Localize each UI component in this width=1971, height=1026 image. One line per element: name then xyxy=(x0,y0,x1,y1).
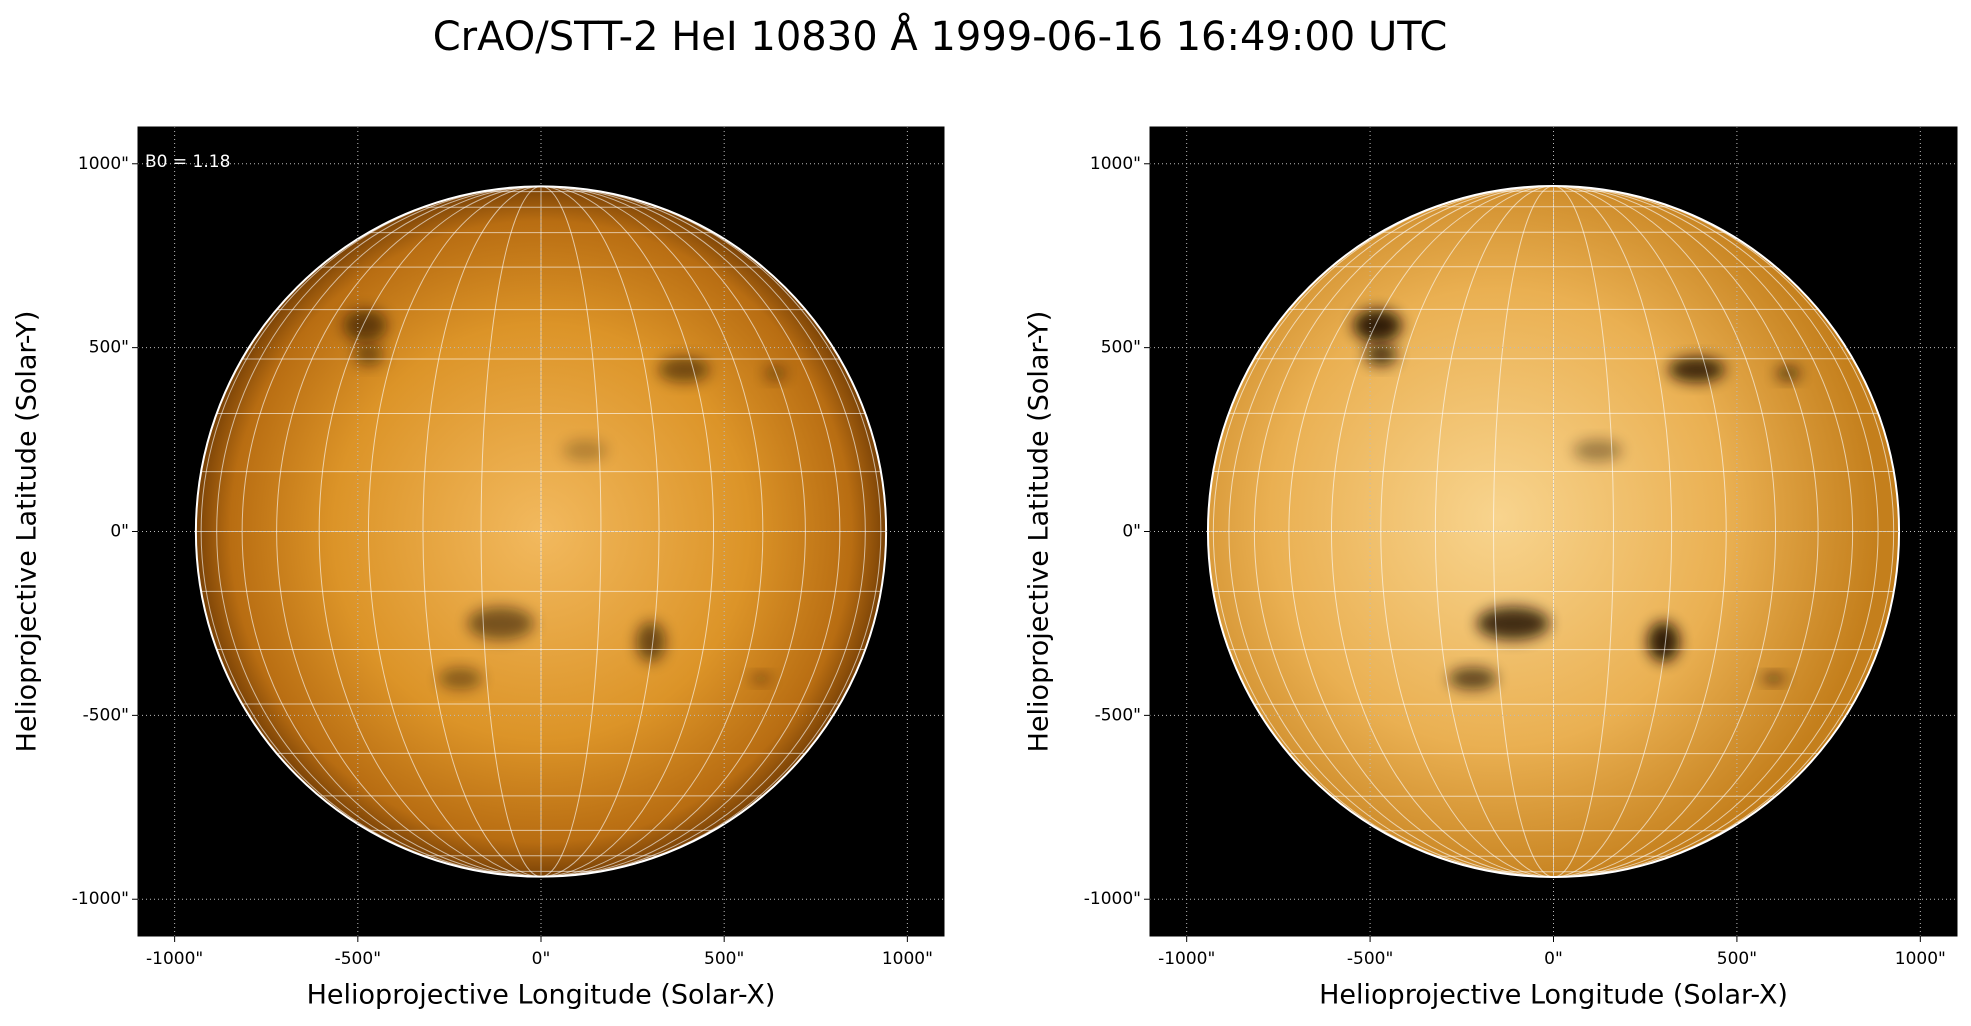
dark-feature xyxy=(438,667,483,690)
y-tick-label: 500" xyxy=(89,338,129,358)
dark-feature xyxy=(764,366,787,381)
y-tick-label: 0" xyxy=(110,522,129,542)
x-tick-label: -500" xyxy=(335,949,381,969)
x-axis-label: Helioprojective Longitude (Solar-X) xyxy=(307,980,776,1011)
x-tick-label: 1000" xyxy=(1895,949,1946,969)
y-tick-label: 0" xyxy=(1122,522,1141,542)
y-tick-label: -500" xyxy=(1095,705,1141,725)
panel: -1000" -500" 0" 500" 1000" -1000" -500" 0" 500" 1… xyxy=(12,126,945,1011)
y-axis-label: Helioprojective Latitude (Solar-Y) xyxy=(12,311,43,753)
y-axis-label: Helioprojective Latitude (Solar-Y) xyxy=(1024,311,1055,753)
plot-frame xyxy=(137,126,945,937)
dark-feature xyxy=(1364,343,1398,366)
y-tick-label: 1000" xyxy=(1090,154,1141,174)
dark-feature xyxy=(467,606,534,640)
y-tick-label: 1000" xyxy=(78,154,129,174)
dark-feature xyxy=(636,621,666,662)
y-tick-label: 500" xyxy=(1101,338,1141,358)
dark-feature xyxy=(562,439,607,462)
plot-frame xyxy=(1149,126,1958,937)
dark-feature xyxy=(1573,439,1622,462)
x-tick-label: -1000" xyxy=(1158,949,1215,969)
dark-feature xyxy=(1647,621,1680,662)
dark-feature xyxy=(354,344,384,366)
x-tick-label: 0" xyxy=(1544,949,1563,969)
dark-feature xyxy=(1776,366,1801,381)
dark-feature xyxy=(1353,309,1402,343)
x-tick-label: 500" xyxy=(704,949,744,969)
x-tick-label: -500" xyxy=(1347,949,1393,969)
y-tick-label: -1000" xyxy=(72,889,129,909)
solar-limb xyxy=(1206,184,1901,879)
x-tick-label: 0" xyxy=(532,949,551,969)
dark-feature xyxy=(1668,356,1725,383)
annotation: B0 = 1.18 xyxy=(145,152,230,172)
y-tick-label: -500" xyxy=(83,705,129,725)
x-tick-label: 1000" xyxy=(882,949,933,969)
dark-feature xyxy=(343,309,388,343)
dark-feature xyxy=(1476,606,1550,640)
dark-feature xyxy=(1761,673,1786,685)
dark-feature xyxy=(658,356,710,383)
panel: -1000" -500" 0" 500" 1000" -1000" -500" 0" 500" 1… xyxy=(1024,126,1958,1011)
dark-feature xyxy=(1448,667,1498,690)
x-axis-label: Helioprojective Longitude (Solar-X) xyxy=(1319,980,1788,1011)
x-tick-label: -1000" xyxy=(146,949,203,969)
y-tick-label: -1000" xyxy=(1084,889,1141,909)
figure-title: CrAO/STT-2 HeI 10830 Å 1999-06-16 16:49:… xyxy=(433,12,1448,60)
x-tick-label: 500" xyxy=(1717,949,1757,969)
dark-feature xyxy=(749,673,772,685)
